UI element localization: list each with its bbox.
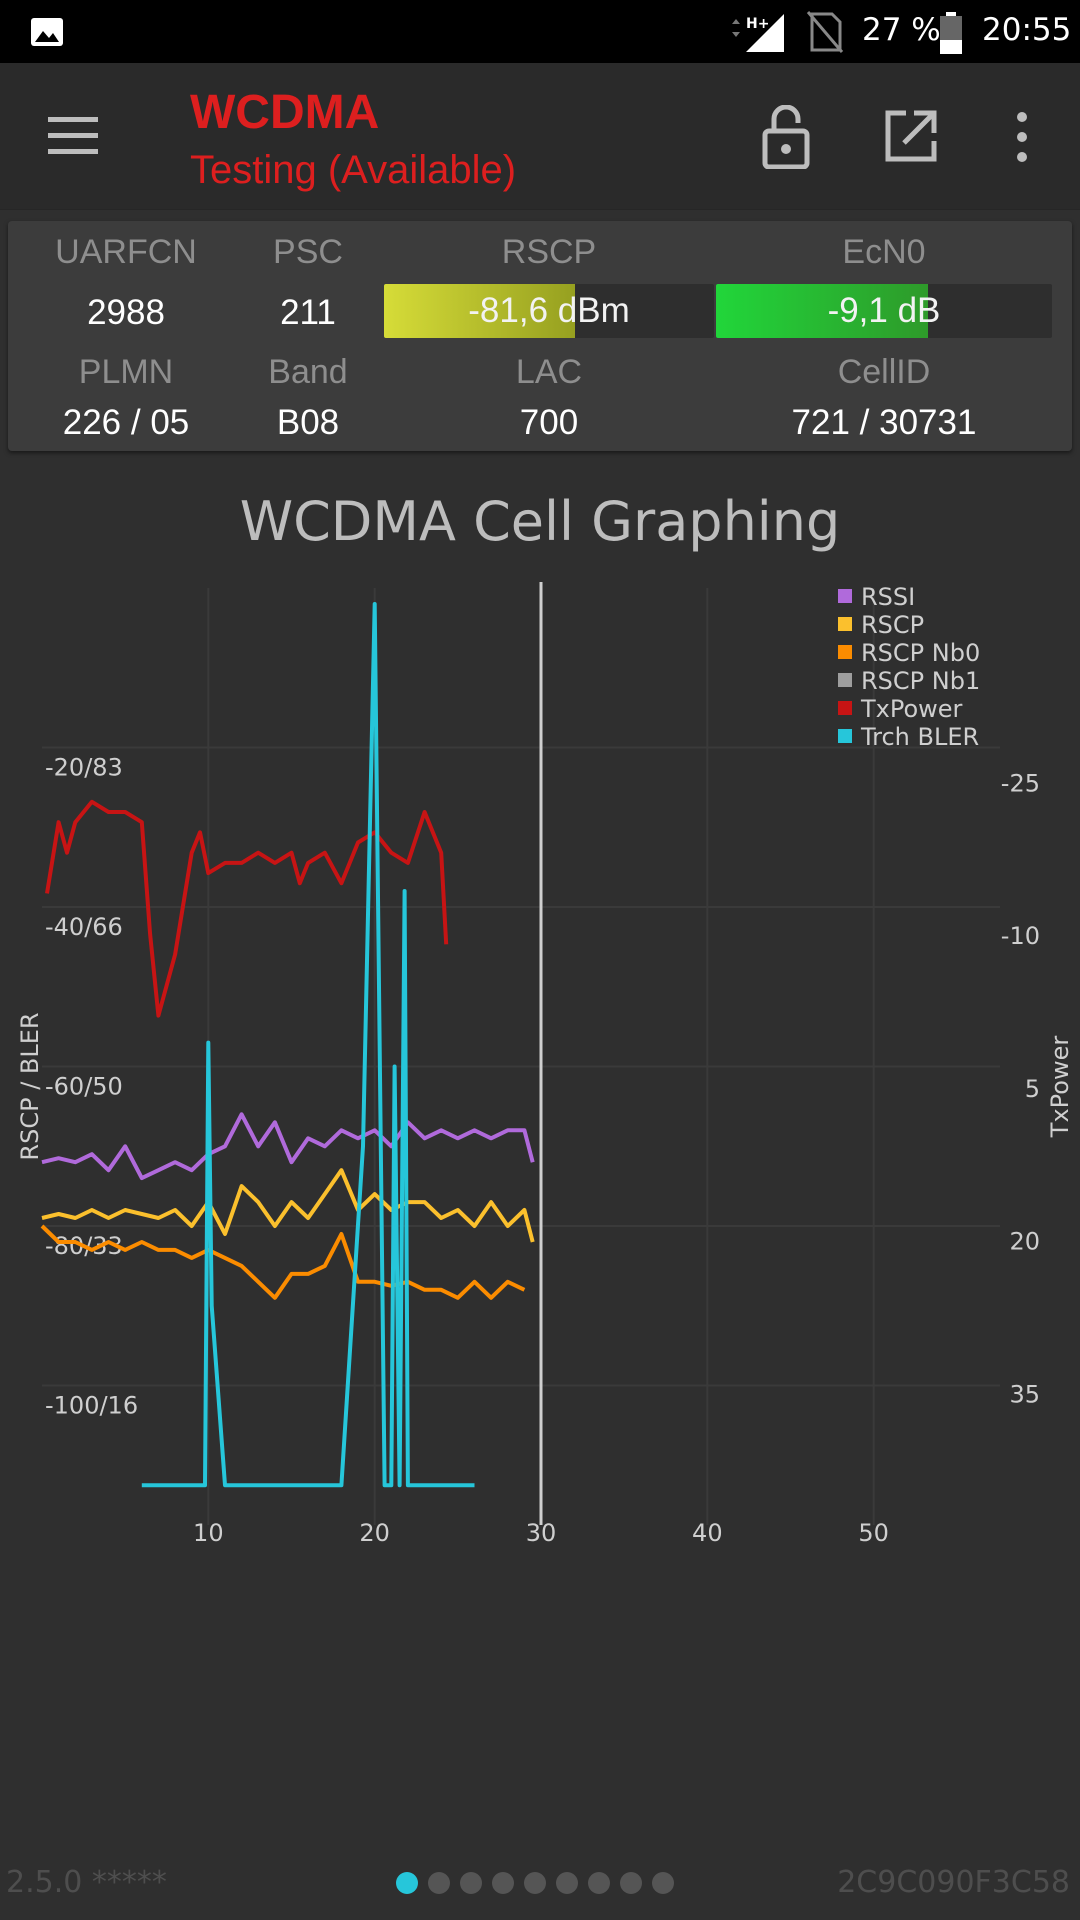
band-value: B08 <box>276 403 340 442</box>
ecn0-label: EcN0 <box>842 233 926 271</box>
rscp-value: -81,6 dBm <box>468 291 630 330</box>
network-type-label: H+ <box>746 16 769 32</box>
y-tick-label: -40/66 <box>45 913 123 941</box>
connection-status: Testing (Available) <box>190 148 517 192</box>
cell-graph-chart[interactable]: -20/83-40/66-60/50-80/33-100/16-25-10520… <box>0 570 1080 1570</box>
y2-tick-label: -10 <box>1001 922 1040 950</box>
battery-icon <box>940 12 962 54</box>
page-dot[interactable] <box>556 1872 578 1894</box>
page-dot[interactable] <box>428 1872 450 1894</box>
page-dot[interactable] <box>492 1872 514 1894</box>
x-tick-label: 10 <box>193 1519 224 1547</box>
gallery-notification-icon <box>31 18 63 46</box>
page-dot[interactable] <box>460 1872 482 1894</box>
y2-tick-label: 5 <box>1025 1075 1040 1103</box>
cellid-value: 721 / 30731 <box>791 403 977 442</box>
page-title: WCDMA <box>190 86 380 139</box>
chart-title: WCDMA Cell Graphing <box>239 490 841 553</box>
x-tick-label: 40 <box>692 1519 723 1547</box>
plmn-value: 226 / 05 <box>62 403 190 442</box>
uarfcn-label: UARFCN <box>55 233 197 271</box>
ecn0-meter: -9,1 dB <box>716 284 1052 338</box>
psc-value: 211 <box>280 293 336 332</box>
open-external-icon[interactable] <box>884 109 938 163</box>
y2-tick-label: 20 <box>1009 1228 1040 1256</box>
series-line-txpower <box>45 799 449 1018</box>
page-dot[interactable] <box>588 1872 610 1894</box>
legend-swatch <box>838 589 852 603</box>
clock: 20:55 <box>982 12 1072 48</box>
menu-icon[interactable] <box>48 117 98 155</box>
y-axis-title: RSCP / BLER <box>16 1012 44 1160</box>
legend-swatch <box>838 701 852 715</box>
x-tick-label: 20 <box>359 1519 390 1547</box>
page-dot[interactable] <box>396 1872 418 1894</box>
legend-label: RSSI <box>861 583 915 611</box>
no-sim-icon <box>806 11 844 53</box>
y-tick-label: -20/83 <box>45 754 123 782</box>
legend-label: RSCP Nb1 <box>861 667 980 695</box>
legend-label: RSCP <box>861 611 924 639</box>
ecn0-meter-fill <box>716 284 928 338</box>
y2-tick-label: -25 <box>1001 769 1040 797</box>
legend-swatch <box>838 645 852 659</box>
cell-info-panel: UARFCN PSC RSCP EcN0 2988 211 -81,6 dBm … <box>8 221 1072 451</box>
y-tick-label: -100/16 <box>45 1392 138 1420</box>
series-line-rscp <box>41 1168 535 1243</box>
device-id: 2C9C090F3C58 <box>837 1865 1070 1900</box>
plmn-label: PLMN <box>78 353 174 391</box>
legend-label: TxPower <box>860 695 963 723</box>
page-dot[interactable] <box>652 1872 674 1894</box>
legend-swatch <box>838 673 852 687</box>
lock-open-icon[interactable] <box>762 105 810 169</box>
series-line-rssi <box>41 1112 535 1181</box>
signal-icon: H+ <box>732 14 784 52</box>
app-version: 2.5.0 ***** <box>6 1865 167 1900</box>
x-tick-label: 50 <box>858 1519 889 1547</box>
rscp-label: RSCP <box>501 233 597 271</box>
psc-label: PSC <box>273 233 343 271</box>
page-dot[interactable] <box>524 1872 546 1894</box>
legend-label: RSCP Nb0 <box>861 639 980 667</box>
y-tick-label: -60/50 <box>45 1073 123 1101</box>
y2-axis-title: TxPower <box>1046 1036 1074 1139</box>
band-label: Band <box>268 353 348 391</box>
page-dot[interactable] <box>620 1872 642 1894</box>
rscp-meter: -81,6 dBm <box>384 284 714 338</box>
uarfcn-value: 2988 <box>87 293 165 332</box>
app-bar: WCDMA Testing (Available) <box>0 63 1080 210</box>
y2-tick-label: 35 <box>1009 1380 1040 1408</box>
rscp-meter-fill <box>384 284 576 338</box>
status-bar: H+ 27 % 20:55 <box>0 0 1080 63</box>
series-line-rscp-nb0 <box>40 1224 526 1300</box>
lac-label: LAC <box>515 353 583 391</box>
ecn0-value: -9,1 dB <box>827 291 941 330</box>
lac-value: 700 <box>519 403 579 442</box>
legend-label: Trch BLER <box>860 723 979 751</box>
more-options-icon[interactable] <box>1012 111 1032 163</box>
legend-swatch <box>838 729 852 743</box>
legend-swatch <box>838 617 852 631</box>
battery-percent: 27 % <box>862 12 941 48</box>
series-line-trch-bler <box>141 602 475 1488</box>
cellid-label: CellID <box>837 353 931 391</box>
